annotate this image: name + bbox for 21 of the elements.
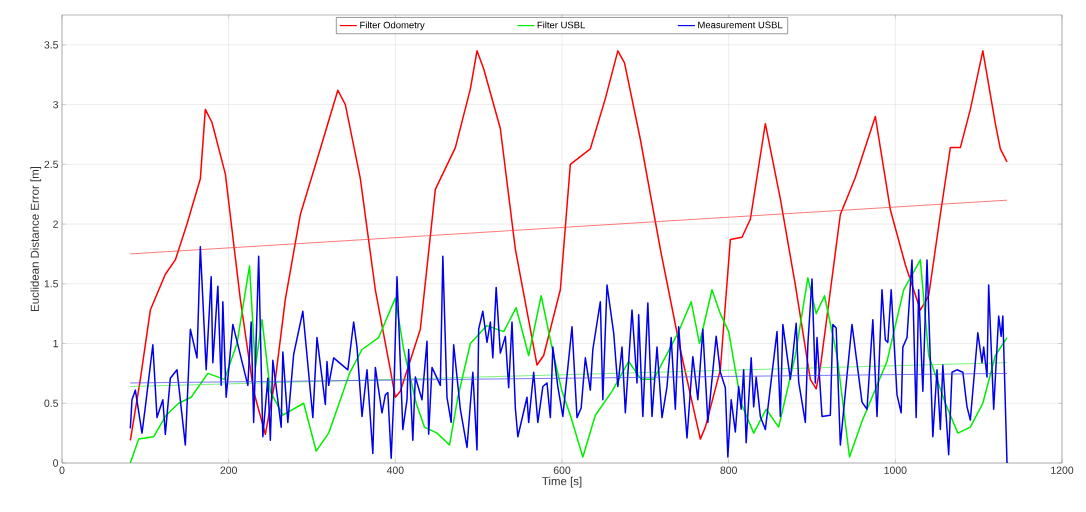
y-tick-label: 1 [53,339,58,348]
x-tick-label: 800 [720,466,737,474]
y-tick-label: 0.5 [44,399,59,407]
x-tick-label: 200 [220,466,237,474]
x-tick-label: 1200 [1051,466,1074,474]
y-tick-label: 2.5 [44,160,59,169]
y-tick-label: 1.5 [44,280,59,288]
x-axis-title: Time [s] [542,476,582,488]
y-axis-title: Euclidean Distance Error [m] [30,166,42,311]
y-tick-label: 3 [53,100,59,109]
x-tick-label: 0 [59,466,65,474]
x-tick-label: 400 [386,466,404,474]
line-series [129,50,1008,442]
y-tick-label: 3.5 [44,41,59,49]
y-tick-label: 0 [53,459,59,467]
x-tick-label: 600 [553,466,571,474]
legend-label: Measurement USBL [698,21,783,29]
legend-label: Filter USBL [537,21,585,29]
y-tick-label: 2 [53,220,58,228]
x-tick-label: 1000 [884,466,907,474]
legend-label: Filter Odometry [360,21,425,31]
